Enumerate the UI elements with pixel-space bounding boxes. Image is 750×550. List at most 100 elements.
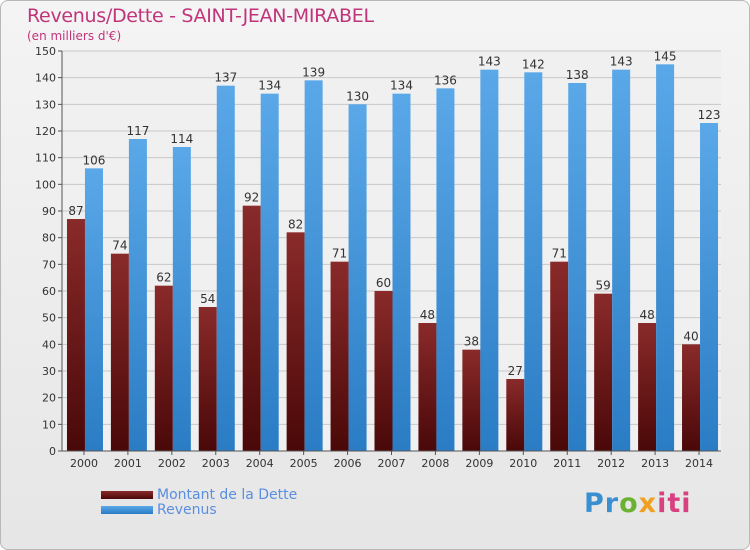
data-label-debt-2011: 71 [552,247,567,261]
x-tick-label-2001: 2001 [114,457,142,470]
bar-revenue-2013 [656,64,675,452]
y-tick-label: 70 [42,258,56,271]
bar-debt-2003 [198,307,217,451]
legend-swatch-debt [101,490,153,499]
bar-debt-2008 [418,323,437,451]
data-label-debt-2012: 59 [596,279,611,293]
y-tick-label: 20 [42,392,56,405]
bar-debt-2002 [154,285,173,451]
x-tick-label-2000: 2000 [70,457,98,470]
bar-debt-2001 [110,253,129,451]
data-label-debt-2000: 87 [68,204,83,218]
data-label-revenue-2004: 134 [258,79,281,93]
bar-debt-2012 [594,293,613,451]
x-tick-label-2005: 2005 [290,457,318,470]
x-tick-label-2002: 2002 [158,457,186,470]
data-label-debt-2005: 82 [288,217,303,231]
x-tick-label-2006: 2006 [334,457,362,470]
bar-revenue-2008 [436,88,455,451]
legend-label-debt: Montant de la Dette [157,486,298,503]
y-tick-label: 120 [35,125,56,138]
data-label-revenue-2005: 139 [302,65,325,79]
data-label-revenue-2000: 106 [83,153,106,167]
bar-revenue-2011 [568,83,587,451]
bar-revenue-2001 [128,139,147,451]
x-tick-label-2008: 2008 [421,457,449,470]
x-tick-label-2010: 2010 [509,457,537,470]
bar-revenue-2005 [304,80,323,451]
bar-debt-2011 [550,261,569,451]
y-tick-label: 60 [42,285,56,298]
x-tick-label-2012: 2012 [597,457,625,470]
bar-revenue-2006 [348,104,367,451]
bar-debt-2005 [286,232,305,451]
bar-debt-2010 [506,379,525,451]
y-tick-label: 40 [42,338,56,351]
y-tick-label: 130 [35,98,56,111]
chart-title: Revenus/Dette - SAINT-JEAN-MIRABEL [27,5,374,27]
proxiti-logo: Proxiti [584,488,692,519]
legend-item-debt: Montant de la Dette [101,486,298,503]
data-label-revenue-2014: 123 [698,108,721,122]
data-label-debt-2013: 48 [639,308,654,322]
data-label-revenue-2002: 114 [170,132,193,146]
bar-revenue-2012 [612,69,631,452]
x-tick-label-2004: 2004 [246,457,274,470]
data-label-revenue-2010: 142 [522,57,545,71]
bar-revenue-2002 [172,147,191,451]
bar-debt-2014 [682,344,701,451]
data-label-revenue-2003: 137 [214,71,237,85]
data-label-revenue-2009: 143 [478,55,501,69]
bar-revenue-2000 [84,168,103,452]
y-tick-label: 140 [35,72,56,85]
bar-revenue-2010 [524,72,543,451]
x-tick-label-2014: 2014 [685,457,713,470]
data-label-revenue-2007: 134 [390,79,413,93]
chart-subtitle: (en milliers d'€) [27,29,122,43]
y-tick-label: 0 [49,445,56,458]
data-label-revenue-2011: 138 [566,68,589,82]
y-tick-label: 150 [35,45,56,58]
data-label-debt-2003: 54 [200,292,215,306]
data-label-debt-2004: 92 [244,191,259,205]
bar-debt-2006 [330,261,349,451]
bar-debt-2000 [66,219,85,451]
legend-label-revenue: Revenus [157,501,217,518]
x-tick-label-2013: 2013 [641,457,669,470]
x-tick-label-2009: 2009 [465,457,493,470]
legend-swatch-revenue [101,505,153,514]
data-label-debt-2001: 74 [112,239,127,253]
y-tick-label: 50 [42,312,56,325]
bar-debt-2009 [462,349,481,451]
bar-revenue-2014 [700,123,719,451]
chart-legend: Montant de la Dette Revenus [101,486,298,518]
data-label-debt-2008: 48 [420,308,435,322]
data-label-revenue-2006: 130 [346,89,369,103]
bar-revenue-2004 [260,93,279,452]
data-label-revenue-2008: 136 [434,73,457,87]
data-label-debt-2006: 71 [332,247,347,261]
x-tick-label-2011: 2011 [553,457,581,470]
y-tick-label: 10 [42,418,56,431]
legend-item-revenue: Revenus [101,501,297,518]
x-tick-label-2003: 2003 [202,457,230,470]
bar-debt-2007 [374,291,393,451]
bar-revenue-2009 [480,69,499,452]
bar-debt-2013 [638,323,657,451]
data-label-revenue-2001: 117 [126,124,149,138]
data-label-revenue-2013: 145 [654,49,677,63]
y-tick-label: 100 [35,178,56,191]
y-tick-label: 110 [35,152,56,165]
data-label-debt-2010: 27 [508,364,523,378]
bar-revenue-2003 [216,85,235,452]
data-label-debt-2009: 38 [464,335,479,349]
y-tick-label: 30 [42,365,56,378]
y-tick-label: 80 [42,232,56,245]
data-label-revenue-2012: 143 [610,55,633,69]
bar-debt-2004 [242,205,261,451]
y-tick-label: 90 [42,205,56,218]
data-label-debt-2007: 60 [376,276,391,290]
data-label-debt-2014: 40 [683,329,698,343]
data-label-debt-2002: 62 [156,271,171,285]
